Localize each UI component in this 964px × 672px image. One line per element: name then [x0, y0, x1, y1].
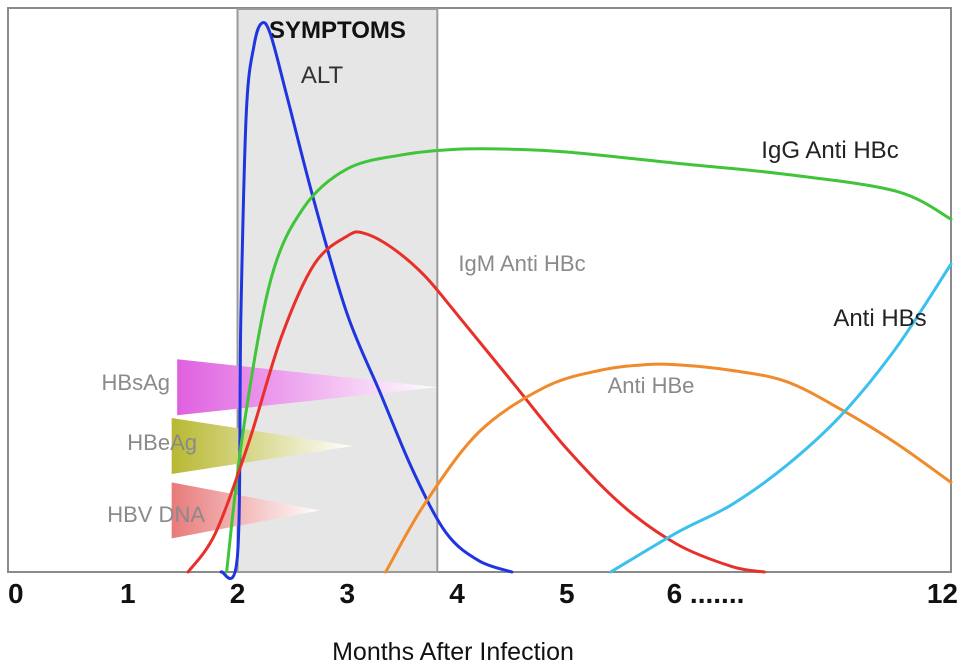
igm-anti-hbc-line: [186, 230, 766, 574]
antigen-wedges: [171, 359, 438, 539]
x-tick-label: 4: [449, 578, 465, 609]
x-tick-label: 2: [230, 578, 246, 609]
symptoms-label: SYMPTOMS: [269, 17, 406, 44]
series-lines: [186, 20, 953, 581]
igg-anti-hbc-line: [225, 147, 953, 574]
x-axis-title: Months After Infection: [332, 638, 574, 666]
alt-line: [219, 20, 514, 581]
anti-hbs-line: [609, 262, 953, 574]
alt-label: ALT: [301, 62, 344, 89]
x-tick-label: 12: [927, 578, 958, 609]
plot-area: [7, 7, 952, 573]
anti-hbe-label: Anti HBe: [608, 373, 695, 398]
igg-anti-hbc-label: IgG Anti HBc: [761, 137, 898, 164]
hbv-dna-label: HBV DNA: [107, 502, 205, 527]
x-tick-label: 5: [559, 578, 575, 609]
hbeag-label: HBeAg: [127, 430, 197, 455]
x-tick-label: 3: [340, 578, 356, 609]
anti-hbs-label: Anti HBs: [833, 305, 926, 332]
hbsag-label: HBsAg: [102, 370, 170, 395]
x-tick-label: 1: [120, 578, 136, 609]
symptoms-window: [236, 8, 439, 573]
x-tick-label: 0: [8, 578, 24, 609]
anti-hbe-line: [384, 362, 953, 574]
igm-anti-hbc-label: IgM Anti HBc: [458, 251, 585, 276]
hbsag-wedge: [177, 359, 438, 416]
hbeag-wedge: [171, 418, 353, 474]
hbv-dna-wedge: [171, 482, 320, 539]
x-tick-label: 6 .......: [667, 578, 745, 609]
